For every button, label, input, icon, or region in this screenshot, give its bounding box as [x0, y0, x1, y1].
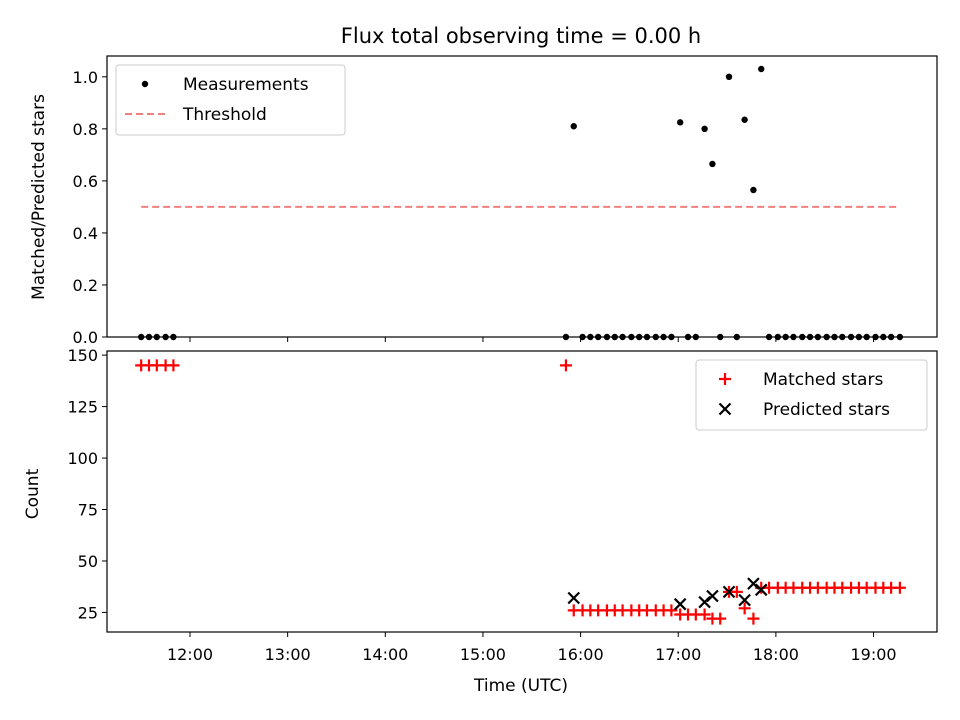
measurement-point: [758, 65, 765, 73]
x-tick-label: 12:00: [167, 645, 213, 664]
bottom-y-tick-label: 125: [67, 398, 98, 417]
legend-matched-swatch: [719, 373, 731, 385]
top-panel: 0.0 0.2 0.4 0.6 0.8 1.0 Measurements Threshold: [73, 55, 938, 347]
top-legend: Measurements Threshold: [115, 64, 346, 136]
top-axes-frame: [106, 55, 938, 338]
top-y-tick-label: 0.2: [73, 276, 98, 295]
x-tick-label: 15:00: [460, 645, 506, 664]
top-y-tick-label: 1.0: [73, 68, 98, 87]
predicted-star-point: [747, 577, 760, 590]
bottom-axes-frame: [106, 350, 938, 633]
bottom-panel: 25 50 75 100 125 150 12:00 13:00 14:00 15:00 16:00…: [67, 346, 938, 664]
top-y-tick-label: 0.4: [73, 224, 98, 243]
matched-star-point: [893, 581, 906, 594]
x-tick-label: 14:00: [362, 645, 408, 664]
legend-label: Matched stars: [763, 370, 883, 390]
x-tick-label: 17:00: [655, 645, 701, 664]
matched-star-point: [730, 585, 743, 598]
x-axis-label: Time (UTC): [473, 676, 568, 696]
bottom-y-tick-label: 100: [67, 449, 98, 468]
matched-star-point: [559, 359, 572, 372]
bottom-legend: Matched stars Predicted stars: [695, 359, 928, 431]
bottom-y-tick-label: 25: [78, 603, 98, 622]
legend-measurement-swatch: [141, 80, 149, 88]
chart-title: Flux total observing time = 0.00 h: [341, 24, 701, 48]
top-y-tick-label: 0.6: [73, 172, 98, 191]
matched-star-point: [167, 359, 180, 372]
measurement-point: [701, 125, 708, 133]
bottom-y-tick-label: 150: [67, 346, 98, 365]
predicted-star-point: [567, 591, 581, 605]
x-tick-label: 16:00: [558, 645, 604, 664]
x-tick-label: 13:00: [265, 645, 311, 664]
top-y-tick-label: 0.0: [73, 328, 98, 347]
predicted-star-point: [738, 593, 751, 607]
measurement-point: [741, 116, 748, 123]
top-y-tick-label: 0.8: [73, 120, 98, 139]
measurement-point: [725, 73, 733, 81]
measurement-point: [676, 119, 684, 126]
y-axis-label-bottom: Count: [23, 468, 43, 519]
matched-star-point: [714, 612, 727, 625]
bottom-y-tick-label: 50: [78, 552, 98, 571]
predicted-star-point: [698, 595, 711, 609]
matched-star-point: [738, 602, 751, 615]
predicted-star-point: [754, 583, 768, 597]
legend-label: Predicted stars: [763, 400, 890, 420]
legend-label: Threshold: [182, 105, 267, 125]
measurement-point: [570, 123, 577, 130]
bottom-y-tick-label: 75: [78, 501, 98, 520]
measurement-point: [750, 186, 757, 194]
measurement-point: [709, 160, 716, 168]
matched-star-point: [747, 612, 760, 625]
legend-predicted-swatch: [718, 402, 732, 416]
x-tick-label: 19:00: [850, 645, 896, 664]
predicted-star-point: [706, 589, 719, 603]
y-axis-label-top: Matched/Predicted stars: [29, 94, 49, 300]
predicted-star-point: [673, 597, 687, 611]
legend-box: [695, 359, 928, 431]
legend-label: Measurements: [183, 75, 309, 95]
legend-box: [115, 64, 346, 136]
x-tick-label: 18:00: [753, 645, 799, 664]
predicted-star-point: [722, 585, 736, 599]
matched-star-point: [698, 608, 711, 621]
